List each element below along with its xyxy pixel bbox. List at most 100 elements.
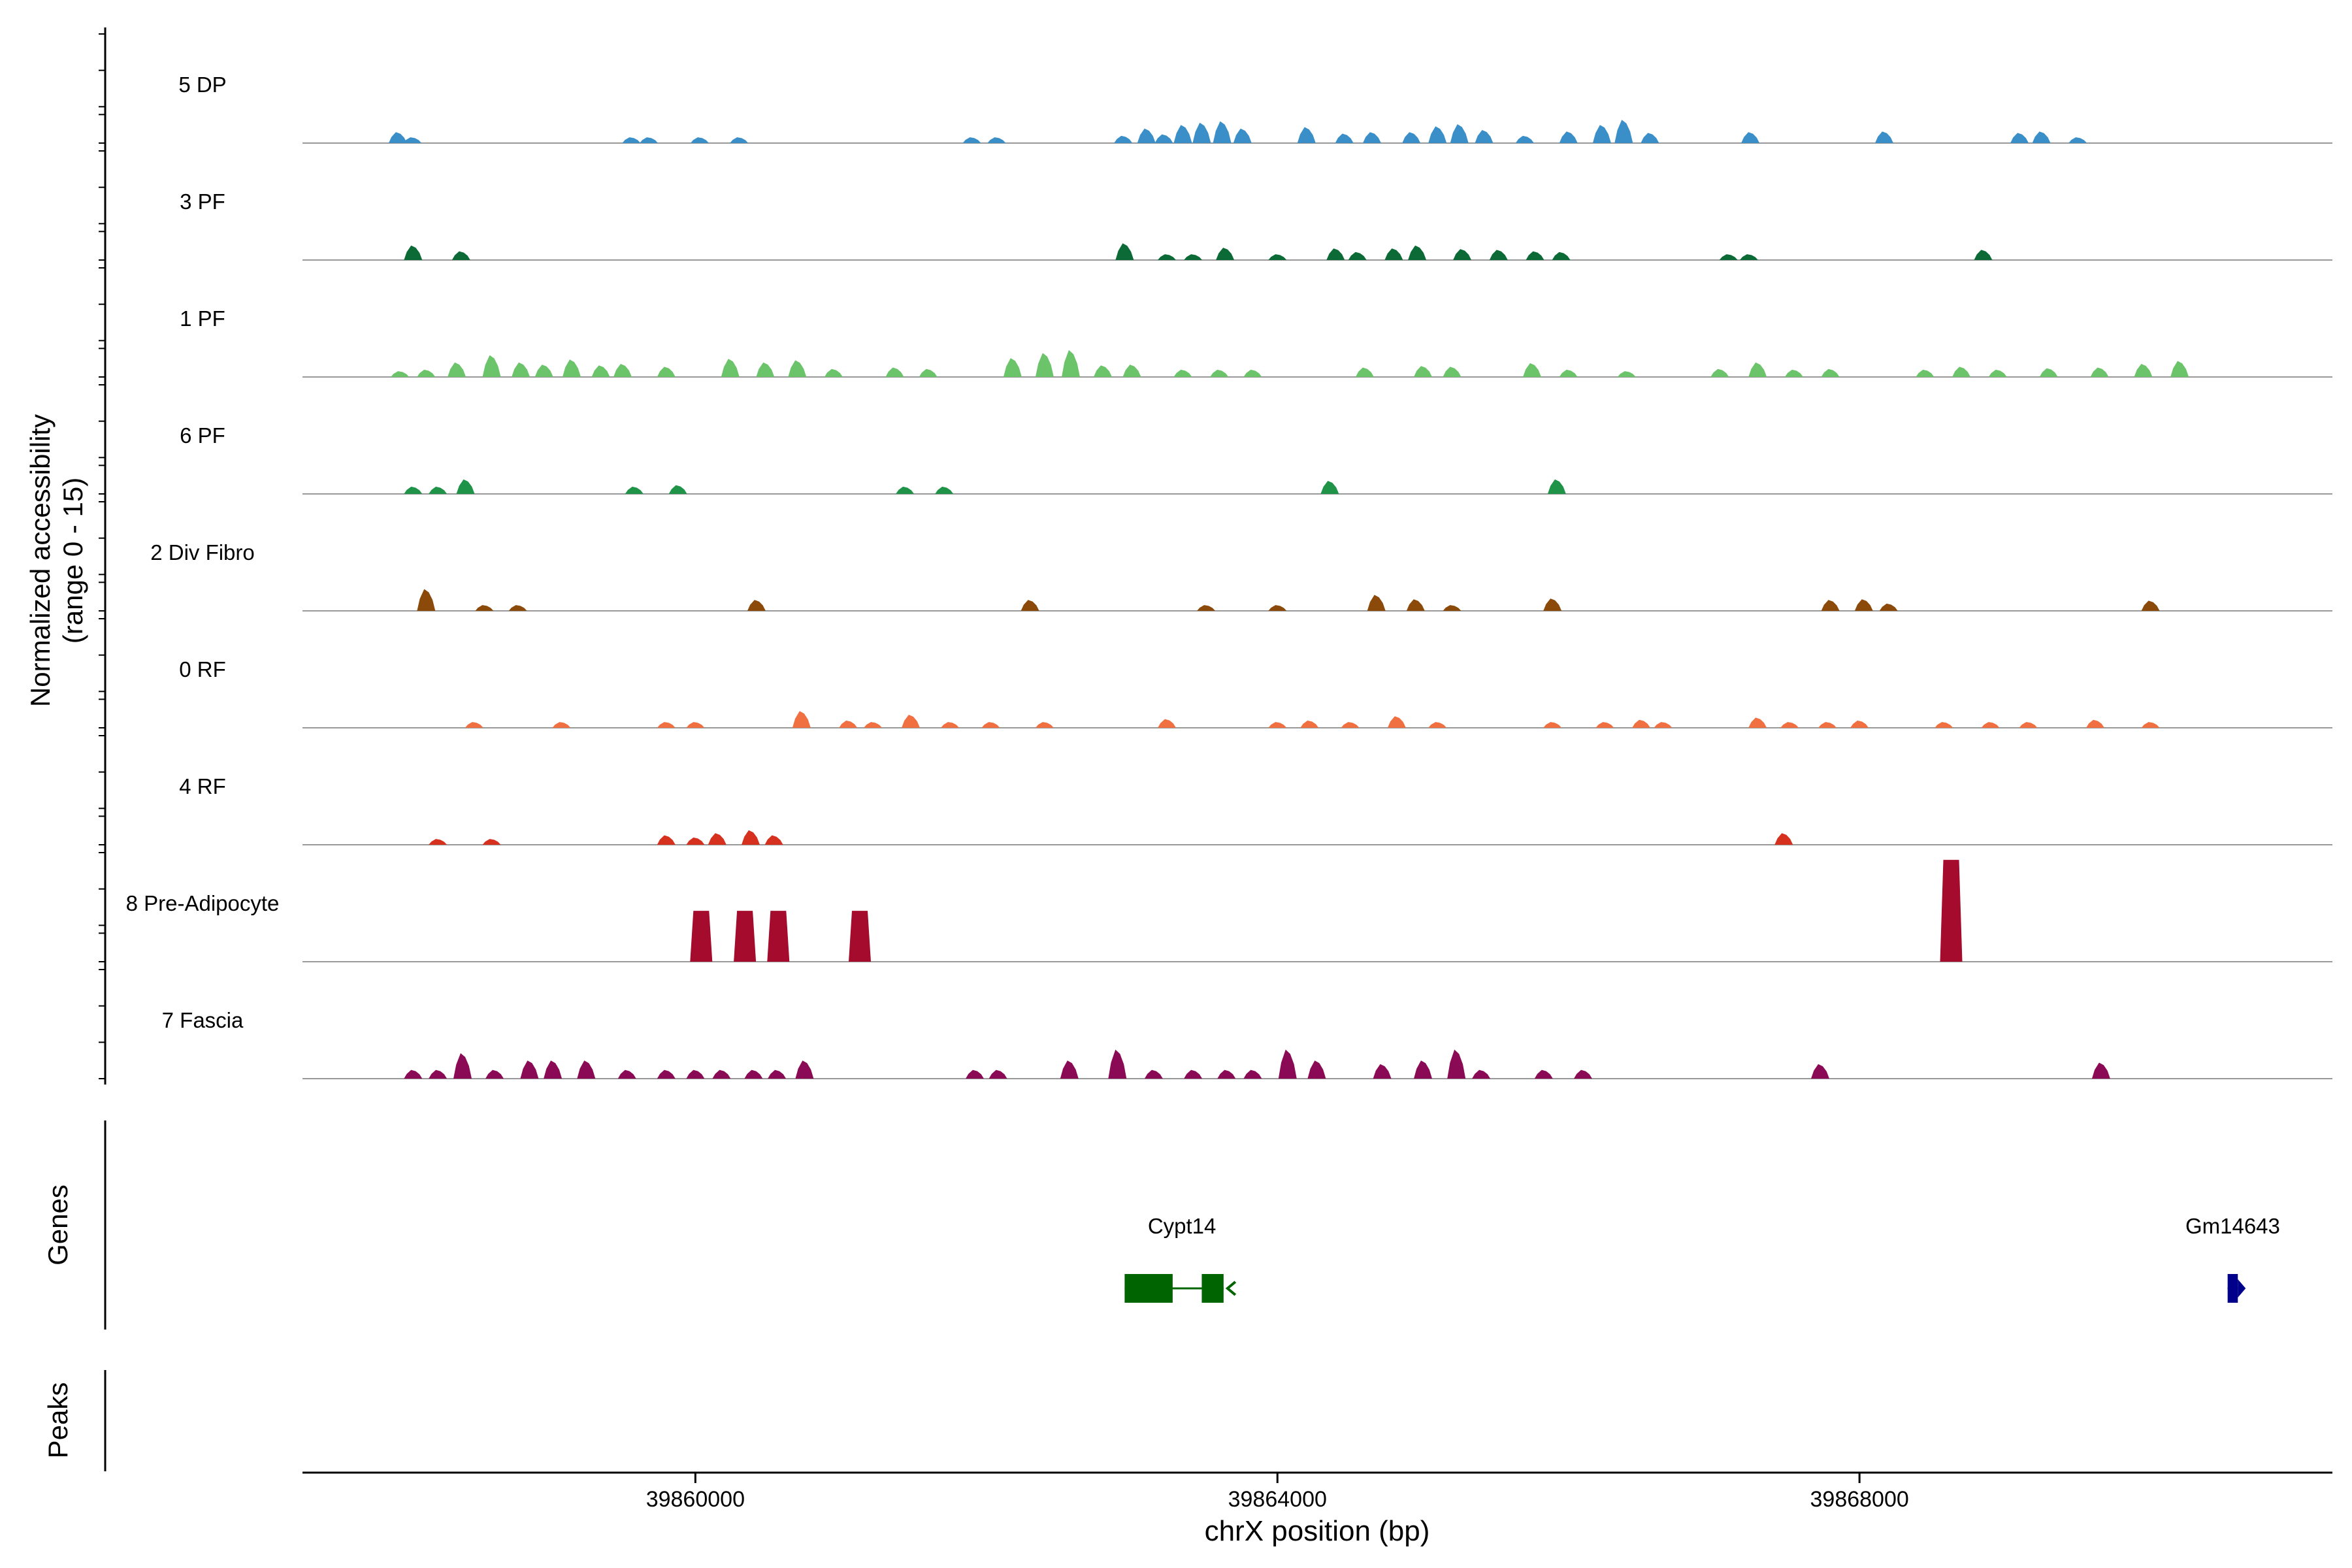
coverage-peak (417, 369, 436, 377)
track-4-rf: 4 RF (179, 774, 2332, 845)
gene-exon (1124, 1274, 1173, 1303)
coverage-peak (747, 600, 766, 611)
coverage-peak (1450, 124, 1469, 143)
coverage-peak (2010, 133, 2029, 143)
coverage-peak (1443, 605, 1462, 611)
coverage-peak (902, 715, 920, 728)
genes-panel: Genes Cypt14 Gm14643 (42, 1120, 2280, 1330)
coverage-peak (429, 486, 448, 494)
coverage-peak (544, 1060, 563, 1079)
coverage-peak (919, 368, 938, 377)
coverage-peak (1335, 133, 1354, 143)
coverage-peak (981, 722, 1000, 728)
coverage-peak (1035, 353, 1054, 377)
coverage-peak (1268, 605, 1287, 611)
coverage-peak (577, 1060, 596, 1079)
coverage-peak (617, 1070, 636, 1079)
coverage-peak (756, 362, 775, 377)
x-tick-label: 39864000 (1228, 1487, 1327, 1512)
coverage-peak (1268, 254, 1287, 260)
coverage-peak (1367, 595, 1386, 611)
coverage-peak (1818, 722, 1837, 728)
coverage-peak (966, 1070, 984, 1079)
coverage-peak (1654, 722, 1673, 728)
coverage-peak (657, 367, 676, 377)
x-axis-label: chrX position (bp) (1205, 1515, 1430, 1547)
coverage-peak (1144, 1070, 1163, 1079)
strand-arrow-icon (2238, 1279, 2246, 1298)
coverage-peak (1035, 722, 1054, 728)
coverage-peak (1547, 479, 1566, 494)
coverage-peak (935, 486, 954, 494)
coverage-peak (1988, 369, 2007, 377)
track-label-4-rf: 4 RF (179, 774, 226, 798)
coverage-peak (1406, 599, 1425, 611)
coverage-peak (1243, 1070, 1262, 1079)
coverage-peak (429, 1070, 448, 1079)
coverage-peak (962, 137, 981, 143)
coverage-peak (1543, 722, 1562, 728)
coverage-peak (712, 1070, 731, 1079)
coverage-peak (1003, 358, 1022, 377)
coverage-peak (1373, 1064, 1392, 1079)
coverage-peak (849, 911, 871, 962)
coverage-peak (1210, 369, 1229, 377)
coverage-peak (1595, 722, 1614, 728)
coverage-peak (2039, 368, 2058, 377)
coverage-peak (1592, 125, 1611, 143)
coverage-peak (1574, 1070, 1592, 1079)
coverage-peak (2068, 137, 2087, 143)
coverage-peak (1243, 369, 1262, 377)
coverage-peak (453, 1053, 472, 1079)
coverage-peak (1879, 603, 1898, 611)
coverage-peak (404, 245, 423, 260)
coverage-peak (1952, 367, 1971, 377)
coverage-peak (734, 911, 757, 962)
coverage-peak (1213, 121, 1232, 143)
coverage-peak (1217, 1070, 1236, 1079)
coverage-peak (1780, 722, 1799, 728)
coverage-peak (657, 1070, 676, 1079)
coverage-peak (686, 1070, 705, 1079)
coverage-peak (534, 365, 553, 377)
coverage-peak (1854, 599, 1873, 611)
coverage-peak (721, 359, 740, 377)
track-label-8-pre-adipocyte: 8 Pre-Adipocyte (126, 891, 280, 915)
x-axis: 39860000 39864000 39868000 (302, 1471, 2332, 1512)
coverage-peak (839, 720, 858, 728)
gene-label-gm14643: Gm14643 (2185, 1214, 2280, 1238)
coverage-tracks: 5 DP 3 PF 1 PF 6 PF 2 Div Fibro 0 RF 4 RF 8 Pre… (126, 73, 2332, 1079)
coverage-peak (1158, 254, 1176, 260)
coverage-peak (864, 722, 883, 728)
coverage-peak (690, 911, 713, 962)
coverage-peak (824, 368, 843, 377)
coverage-peak (404, 486, 423, 494)
coverage-peak (708, 833, 727, 845)
coverage-peak (730, 137, 749, 143)
coverage-peak (1641, 133, 1659, 143)
track-5-dp: 5 DP (178, 73, 2332, 144)
y-axis-label-range: (range 0 - 15) (57, 478, 88, 644)
coverage-peak (792, 711, 811, 728)
coverage-peak (1475, 130, 1494, 143)
coverage-peak (1184, 254, 1203, 260)
coverage-peak (1552, 252, 1571, 260)
coverage-peak (417, 589, 436, 611)
genes-panel-label: Genes (42, 1184, 73, 1266)
coverage-peak (1307, 1060, 1326, 1079)
track-8-pre-adipocyte: 8 Pre-Adipocyte (126, 860, 2332, 962)
track-6-pf: 6 PF (180, 423, 2332, 495)
coverage-peak (764, 835, 783, 845)
gene-exon (1201, 1274, 1224, 1303)
coverage-peak (1821, 600, 1840, 611)
track-0-rf: 0 RF (179, 657, 2332, 728)
coverage-peak (456, 479, 475, 494)
track-3-pf: 3 PF (180, 189, 2332, 261)
coverage-peak (941, 722, 960, 728)
coverage-peak (1158, 719, 1176, 728)
coverage-peak (1543, 598, 1562, 611)
coverage-peak (657, 722, 676, 728)
coverage-peak (508, 605, 527, 611)
coverage-peak (1122, 365, 1141, 377)
